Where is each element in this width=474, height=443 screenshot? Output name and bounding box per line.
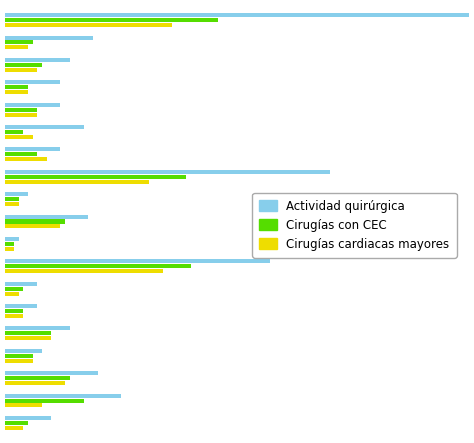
Bar (5, 130, 23, 134)
Bar (5, 202, 18, 206)
Bar (5, 214, 88, 218)
Bar (5, 309, 23, 313)
Bar (5, 192, 28, 196)
Bar (5, 148, 61, 152)
Bar (5, 13, 469, 17)
Bar (5, 80, 61, 84)
Bar (5, 426, 23, 430)
Bar (5, 242, 14, 246)
Bar (5, 371, 98, 375)
Bar (5, 264, 191, 268)
Bar (5, 416, 51, 420)
Bar (5, 68, 37, 72)
Bar (5, 108, 37, 112)
Bar (5, 23, 172, 27)
Bar (5, 90, 28, 94)
Bar (5, 175, 186, 179)
Bar (5, 180, 149, 184)
Bar (5, 63, 42, 67)
Bar (5, 237, 18, 241)
Bar (5, 393, 121, 398)
Bar (5, 18, 219, 22)
Bar (5, 197, 18, 201)
Bar (5, 331, 51, 335)
Bar (5, 135, 33, 139)
Bar (5, 58, 70, 62)
Bar (5, 35, 93, 39)
Bar (5, 349, 42, 353)
Bar (5, 225, 61, 229)
Bar (5, 291, 18, 295)
Bar (5, 219, 65, 224)
Bar (5, 170, 330, 174)
Bar (5, 304, 37, 308)
Bar (5, 45, 28, 50)
Bar (5, 287, 23, 291)
Bar (5, 103, 61, 107)
Bar (5, 354, 33, 358)
Bar (5, 314, 23, 318)
Bar (5, 113, 37, 117)
Bar (5, 359, 33, 363)
Bar (5, 399, 84, 403)
Bar (5, 152, 37, 156)
Bar (5, 381, 65, 385)
Bar (5, 85, 28, 89)
Bar (5, 259, 270, 263)
Bar (5, 282, 37, 286)
Bar (5, 157, 46, 161)
Bar (5, 376, 70, 380)
Bar (5, 421, 28, 425)
Legend: Actividad quirúrgica, Cirugías con CEC, Cirugías cardiacas mayores: Actividad quirúrgica, Cirugías con CEC, … (252, 193, 456, 258)
Bar (5, 40, 33, 44)
Bar (5, 125, 84, 129)
Bar (5, 336, 51, 340)
Bar (5, 247, 14, 251)
Bar (5, 404, 42, 408)
Bar (5, 269, 163, 273)
Bar (5, 326, 70, 330)
